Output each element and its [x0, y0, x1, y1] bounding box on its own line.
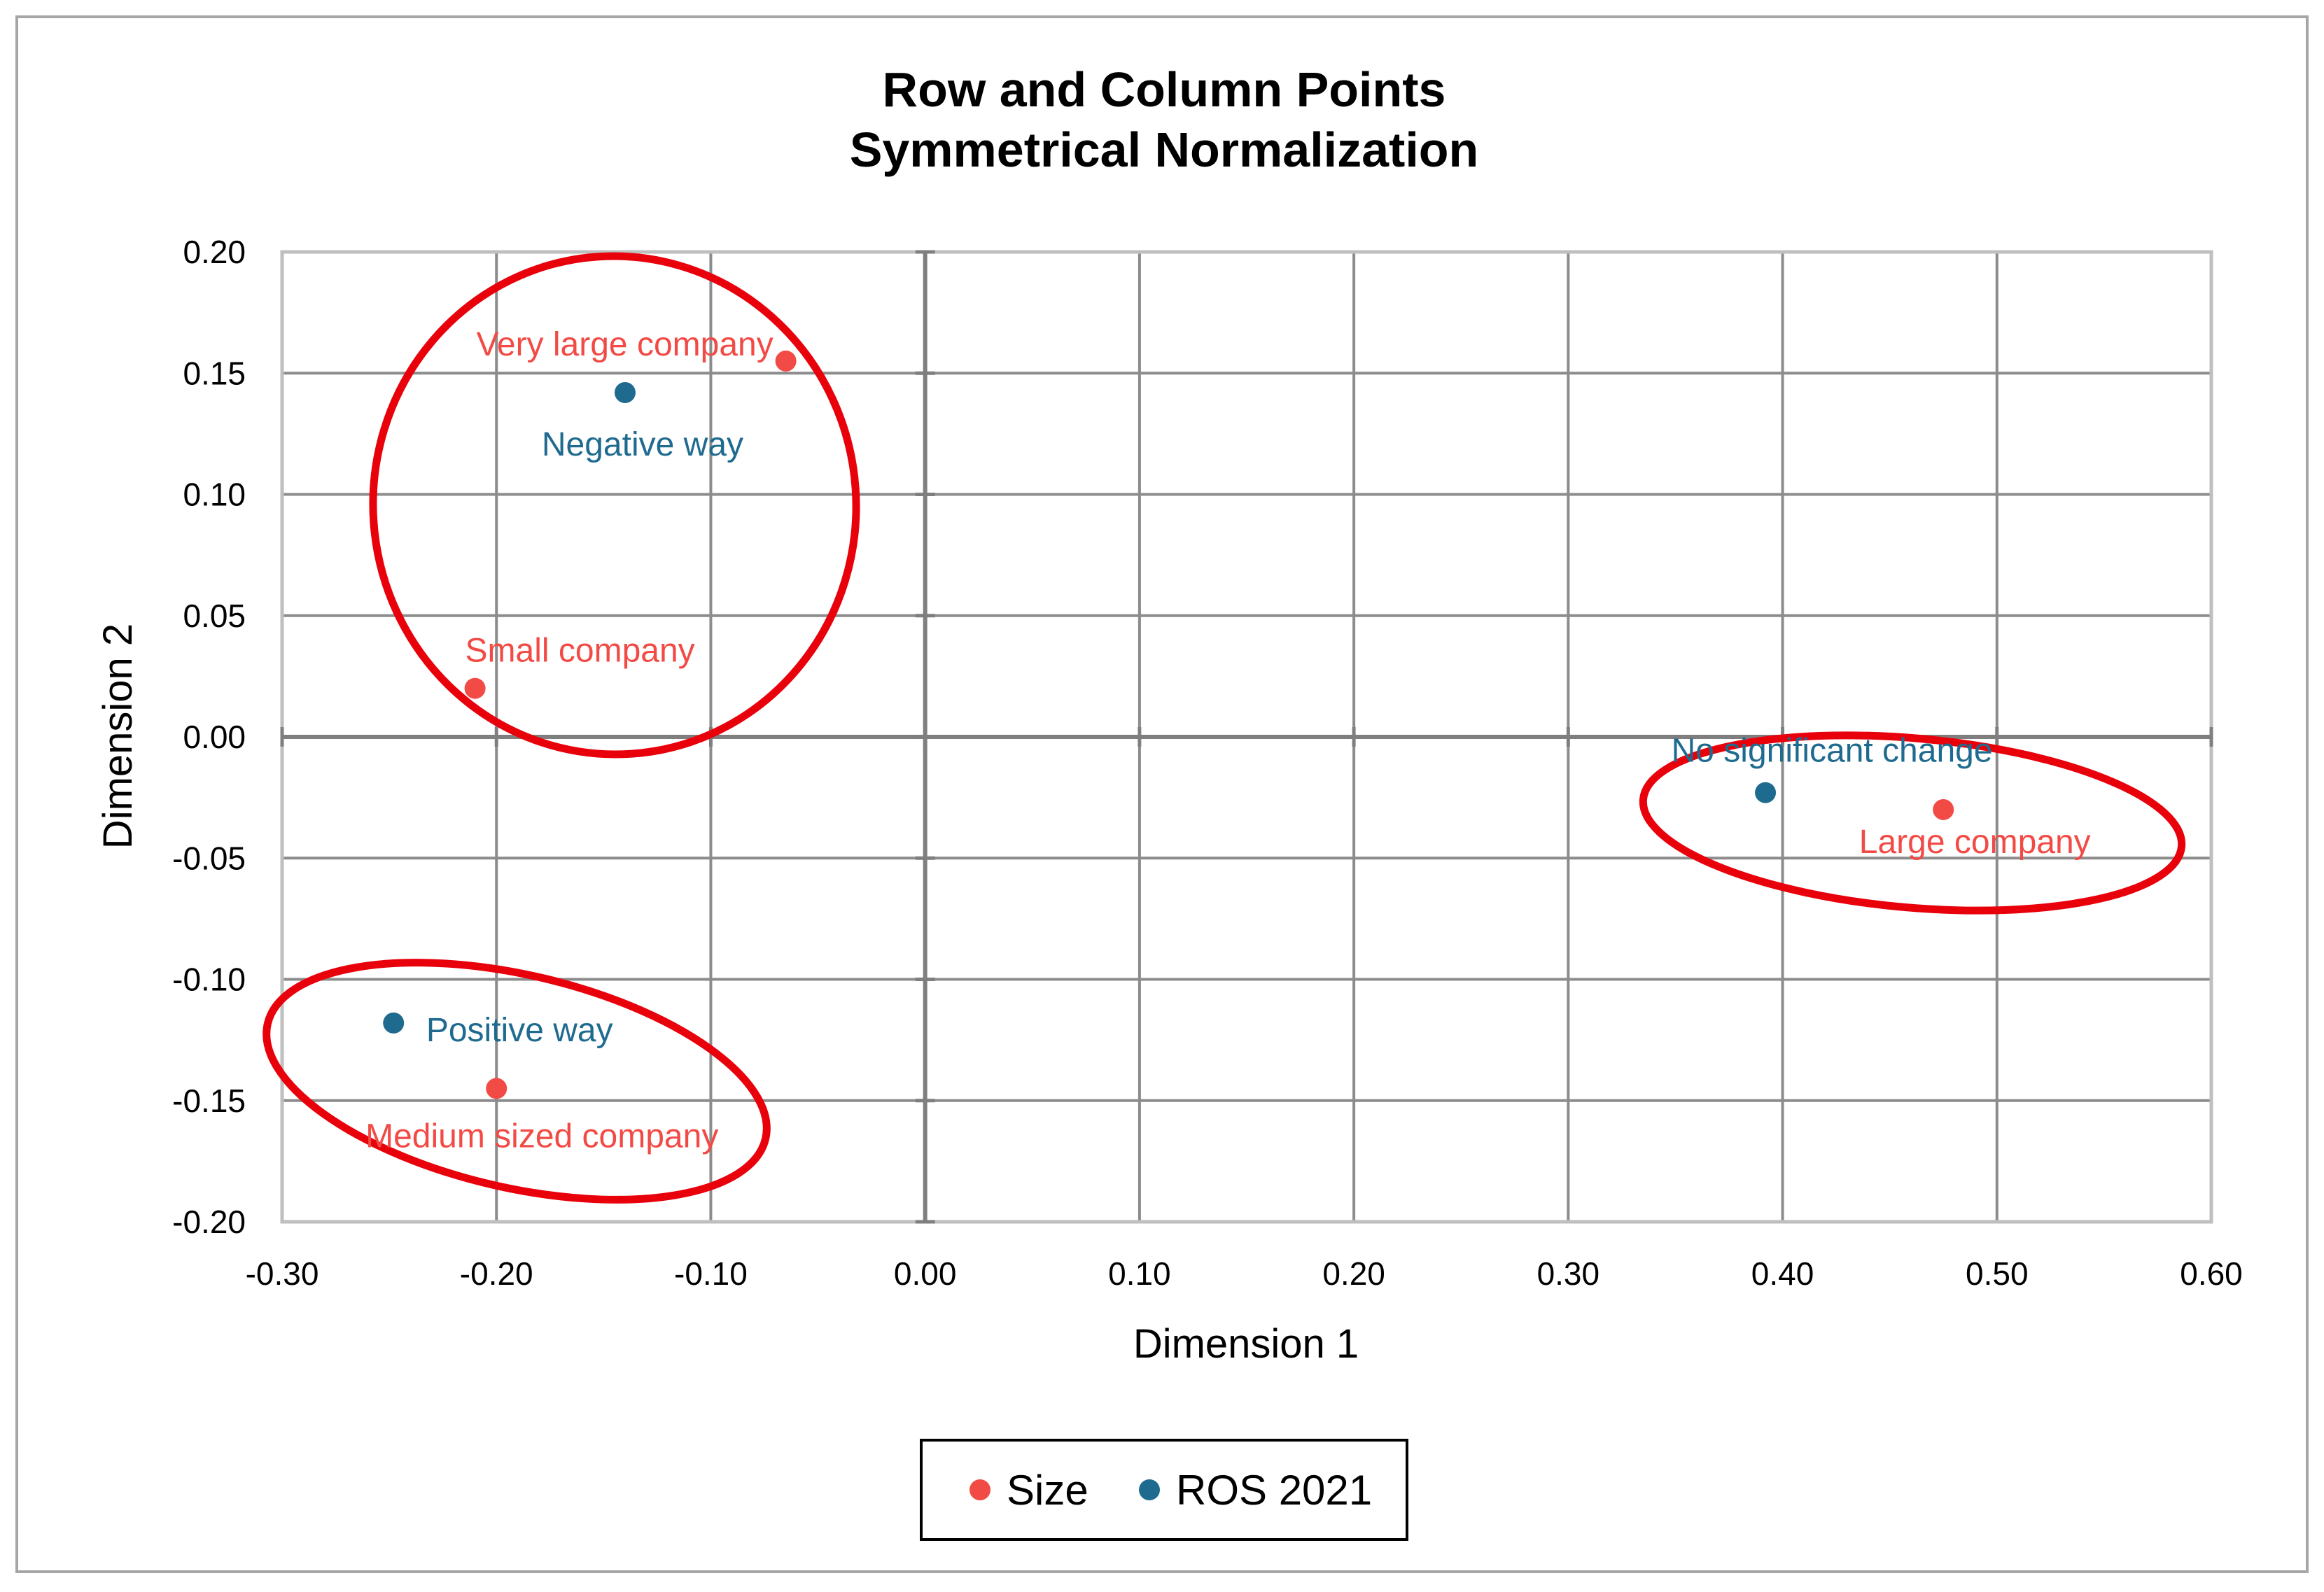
x-tick-label-5: 0.20 — [1322, 1255, 1385, 1292]
legend: Size ROS 2021 — [920, 1439, 1408, 1541]
data-points: Very large company Small company Large com… — [365, 326, 2091, 1155]
point-label-medium-sized-company: Medium sized company — [365, 1118, 718, 1155]
point-small-company — [464, 677, 486, 699]
x-tick-label-4: 0.10 — [1108, 1255, 1171, 1292]
point-label-positive-way: Positive way — [426, 1012, 613, 1049]
chart-subtitle: Symmetrical Normalization — [850, 122, 1479, 177]
y-tick-label-8: -0.20 — [172, 1204, 246, 1240]
y-tick-label-1: 0.15 — [183, 355, 246, 391]
annotation-ellipse-3 — [262, 959, 771, 1204]
point-label-no-significant-change: No significant change — [1672, 733, 1993, 770]
x-tick-label-6: 0.30 — [1537, 1255, 1600, 1292]
x-tick-label-3: 0.00 — [894, 1255, 957, 1292]
annotation-ellipses — [262, 252, 2186, 1204]
legend-box — [920, 1439, 1408, 1541]
x-tick-label-1: -0.20 — [460, 1255, 533, 1292]
annotation-ellipse-1 — [369, 252, 860, 759]
point-label-very-large-company: Very large company — [477, 326, 774, 363]
y-axis-title: Dimension 2 — [95, 624, 141, 849]
point-positive-way — [383, 1012, 405, 1034]
legend-label-size: Size — [1007, 1467, 1088, 1514]
point-label-negative-way: Negative way — [542, 426, 743, 463]
point-no-significant-change — [1755, 782, 1777, 803]
point-label-small-company: Small company — [465, 633, 695, 670]
x-tick-label-0: -0.30 — [246, 1255, 319, 1292]
annotation-ellipse-2 — [1639, 731, 2186, 915]
y-tick-label-2: 0.10 — [183, 477, 246, 513]
chart-frame — [15, 15, 2309, 1573]
x-axis-title: Dimension 1 — [1133, 1321, 1359, 1367]
point-very-large-company — [775, 350, 797, 372]
y-tick-label-3: 0.05 — [183, 598, 246, 634]
point-medium-sized-company — [486, 1078, 507, 1099]
y-tick-label-0: 0.20 — [183, 234, 246, 270]
point-large-company — [1933, 798, 1954, 820]
point-negative-way — [614, 381, 636, 403]
legend-marker-size — [969, 1479, 990, 1500]
y-tick-label-7: -0.15 — [172, 1083, 246, 1119]
x-tick-label-8: 0.50 — [1966, 1255, 2029, 1292]
tick-labels: -0.30 -0.20 -0.10 0.00 0.10 0.20 0.30 0.40 0.50 0… — [172, 234, 2243, 1292]
y-tick-label-5: -0.05 — [172, 840, 246, 876]
x-tick-label-7: 0.40 — [1751, 1255, 1814, 1292]
x-tick-label-2: -0.10 — [674, 1255, 748, 1292]
chart-title: Row and Column Points — [883, 62, 1446, 117]
legend-marker-ros — [1139, 1479, 1160, 1500]
y-tick-label-6: -0.10 — [172, 961, 246, 998]
y-tick-label-4: 0.00 — [183, 719, 246, 755]
x-tick-label-9: 0.60 — [2180, 1255, 2243, 1292]
legend-label-ros: ROS 2021 — [1176, 1467, 1372, 1514]
point-label-large-company: Large company — [1859, 824, 2091, 861]
